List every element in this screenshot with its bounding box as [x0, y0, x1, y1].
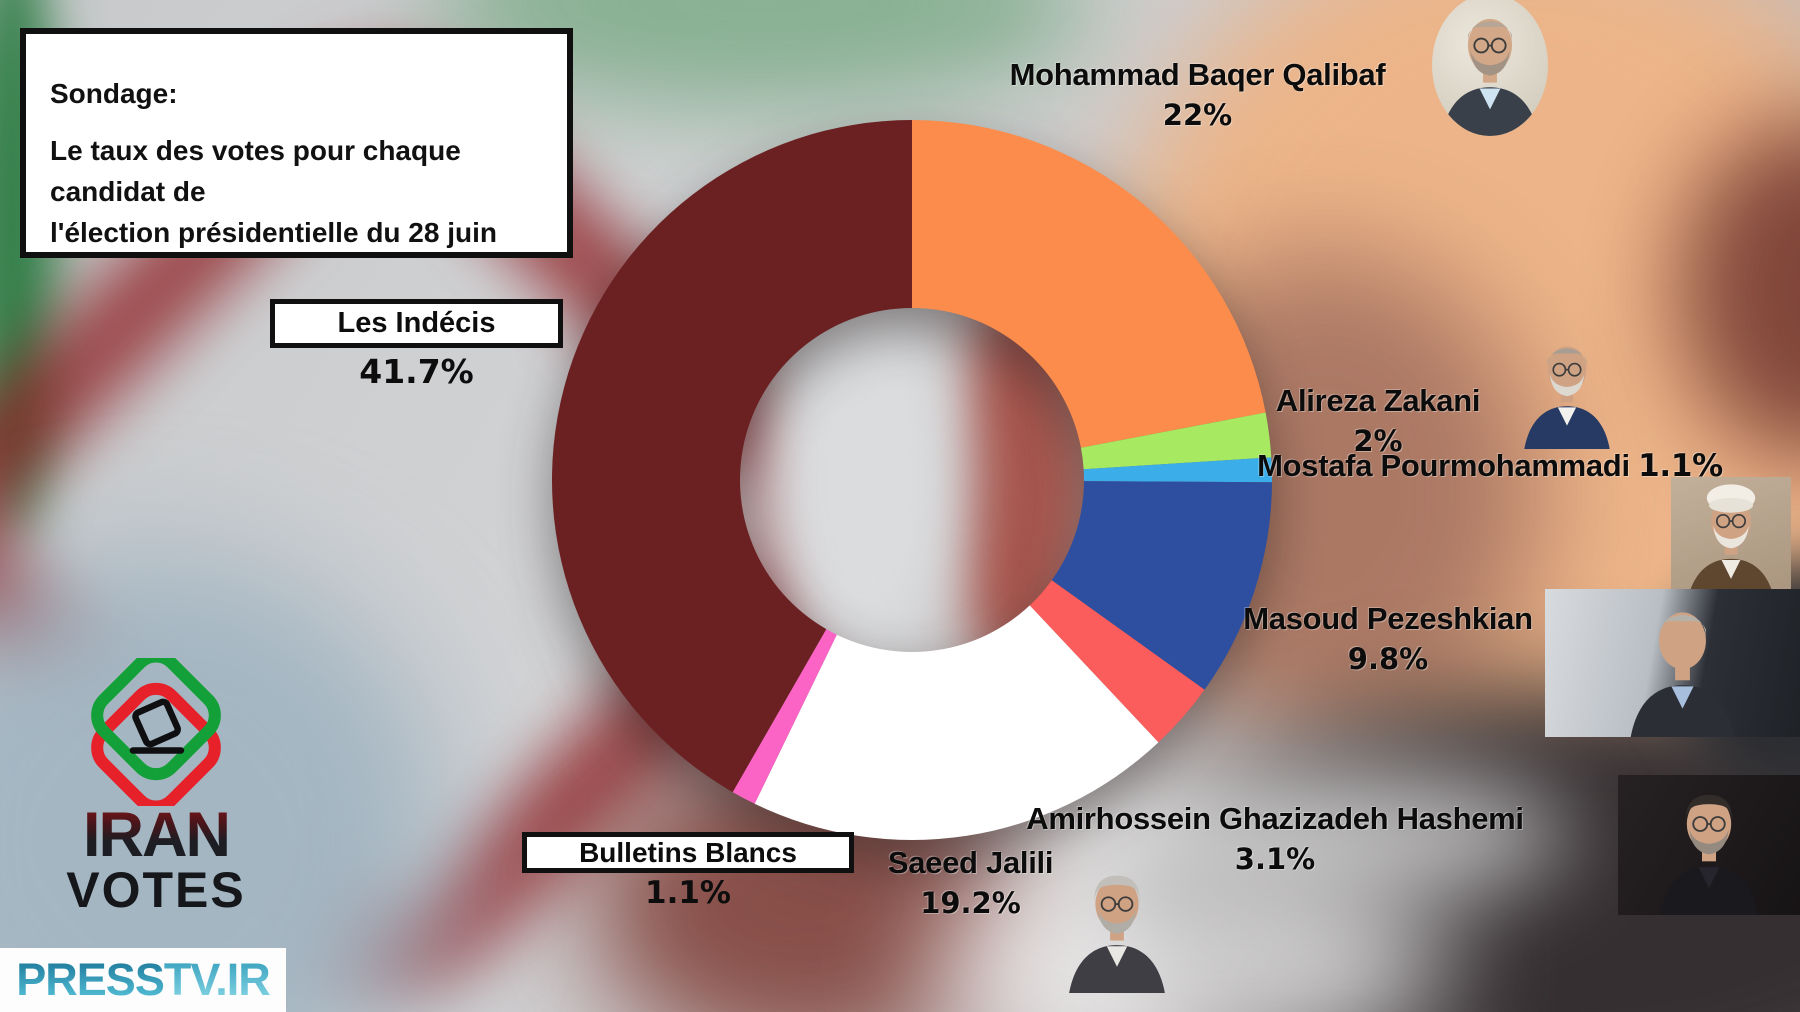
- pezeshkian-photo: [1545, 589, 1800, 737]
- candidate-percent: 3.1%: [1234, 842, 1316, 876]
- label-pezeshkian: Masoud Pezeshkian 9.8%: [1208, 601, 1568, 676]
- donut-slice-les-ind-cis: [551, 120, 912, 793]
- logo-text-votes: VOTES: [66, 862, 246, 918]
- donut-slice-masoud-pezeshkian: [1051, 481, 1272, 690]
- donut-slice-alireza-zakani: [1080, 412, 1272, 470]
- donut-slice-amirhossein-ghazizadeh-hashemi: [1029, 580, 1205, 743]
- headline-line1: Le taux des votes pour chaque candidat d…: [50, 135, 461, 207]
- candidate-name: Alireza Zakani: [1275, 383, 1481, 418]
- jalili-photo: [1060, 848, 1174, 993]
- candidate-name: Mohammad Baqer Qalibaf: [1009, 57, 1386, 92]
- candidate-percent: 22%: [1162, 98, 1233, 132]
- candidate-percent: 2%: [1353, 424, 1403, 458]
- donut-chart: [551, 120, 1272, 841]
- value-les-indecis: 41.7%: [359, 352, 474, 391]
- label-ghazizadeh: Amirhossein Ghazizadeh Hashemi 3.1%: [975, 801, 1575, 876]
- value-bulletins-blancs: 1.1%: [645, 875, 731, 911]
- candidate-name-and-percent: Mostafa Pourmohammadi 1.1%: [1257, 448, 1723, 484]
- label-les-indecis: Les Indécis: [270, 299, 563, 348]
- label-pourmohammadi: Mostafa Pourmohammadi 1.1%: [1230, 448, 1750, 484]
- label-qalibaf: Mohammad Baqer Qalibaf 22%: [955, 57, 1440, 132]
- zakani-photo: [1506, 327, 1628, 449]
- headline-box: Sondage: Le taux des votes pour chaque c…: [20, 28, 573, 258]
- label-jalili: Saeed Jalili 19.2%: [818, 845, 1123, 920]
- candidate-percent: 9.8%: [1347, 642, 1429, 676]
- headline-line2: l'élection présidentielle du 28 juin: [50, 217, 497, 248]
- source-bar: PRESS TV.IR: [0, 948, 286, 1012]
- qalibaf-photo: [1432, 0, 1548, 136]
- source-tvir: TV.IR: [163, 954, 271, 1005]
- pourmohammadi-photo: [1671, 477, 1791, 603]
- label-zakani: Alireza Zakani 2%: [1218, 383, 1538, 458]
- donut-slice-bulletins-blancs: [732, 629, 837, 804]
- candidate-percent: 19.2%: [920, 886, 1021, 920]
- source-press: PRESS: [16, 954, 165, 1005]
- donut-slice-saeed-jalili: [754, 605, 1159, 841]
- donut-slice-mostafa-pourmohammadi: [1083, 457, 1272, 483]
- ballot-box-icon: [91, 658, 221, 806]
- label-bulletins-blancs: Bulletins Blancs: [522, 832, 854, 873]
- donut-slice-mohammad-baqer-qalibaf: [912, 120, 1266, 448]
- ghazizadeh-photo: [1618, 775, 1800, 915]
- iran-votes-logo: IRAN VOTES: [58, 658, 254, 916]
- headline-label: Sondage:: [50, 78, 178, 109]
- candidate-name: Masoud Pezeshkian: [1243, 601, 1533, 636]
- logo-text-iran: IRAN: [58, 804, 254, 867]
- candidate-name: Saeed Jalili: [887, 845, 1054, 880]
- candidate-name: Amirhossein Ghazizadeh Hashemi: [1026, 801, 1524, 836]
